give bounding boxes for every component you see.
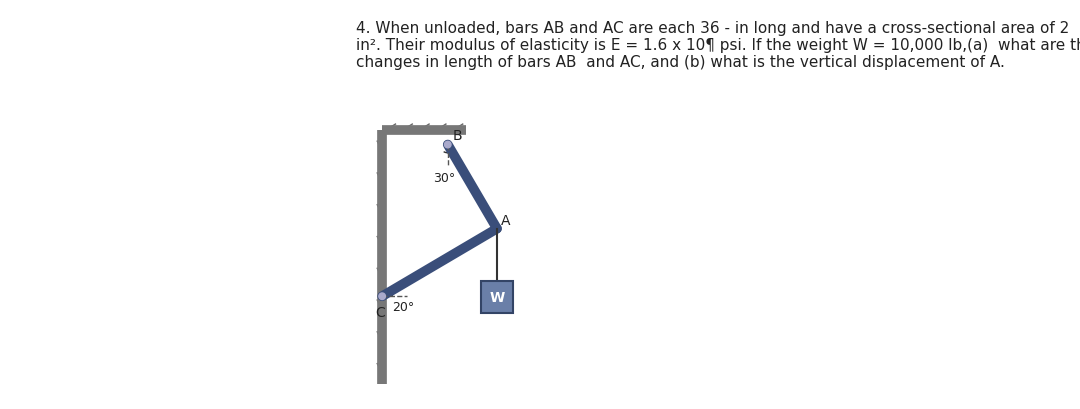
Text: 30°: 30°	[433, 172, 456, 185]
Circle shape	[445, 142, 451, 148]
Text: B: B	[453, 129, 462, 143]
Text: 4. When unloaded, bars AB and AC are each 36 - in long and have a cross-sectiona: 4. When unloaded, bars AB and AC are eac…	[355, 20, 1080, 70]
Circle shape	[379, 293, 386, 300]
Text: A: A	[501, 213, 511, 227]
Text: 20°: 20°	[392, 300, 415, 313]
FancyBboxPatch shape	[481, 281, 513, 314]
Text: C: C	[375, 306, 384, 319]
Text: W: W	[489, 290, 504, 305]
